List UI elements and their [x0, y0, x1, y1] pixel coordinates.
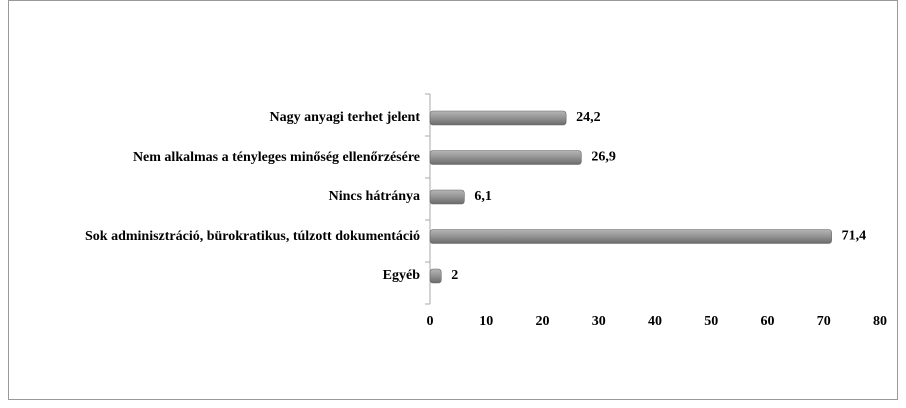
category-text: Nem alkalmas a tényleges minőség ellenőr… [132, 149, 420, 165]
bar [429, 229, 832, 244]
value-label: 6,1 [474, 189, 492, 204]
x-tick-label: 50 [704, 314, 718, 329]
bar [429, 110, 567, 126]
category-label: Nincs hátránya [329, 177, 420, 217]
x-tick-label: 40 [648, 314, 662, 329]
value-label: 71,4 [842, 229, 867, 244]
value-label: 2 [451, 268, 458, 283]
x-tick-label: 60 [761, 314, 775, 329]
category-text: Sok adminisztráció, bürokratikus, túlzot… [85, 228, 420, 244]
category-label: Egyéb [383, 256, 420, 296]
category-label: Sok adminisztráció, bürokratikus, túlzot… [85, 217, 420, 257]
bar [429, 189, 465, 205]
x-tick-label: 70 [817, 314, 831, 329]
x-tick-label: 0 [427, 314, 434, 329]
x-tick-label: 30 [592, 314, 606, 329]
x-tick-label: 10 [479, 314, 493, 329]
bar [429, 150, 582, 165]
x-tick-label: 20 [536, 314, 550, 329]
category-label: Nagy anyagi terhet jelent [270, 98, 420, 138]
category-text: Nincs hátránya [328, 189, 420, 204]
value-label: 24,2 [576, 110, 601, 125]
category-label: Nem alkalmas a tényleges minőség ellenőr… [133, 138, 420, 178]
bar [429, 268, 442, 284]
value-label: 26,9 [591, 150, 616, 165]
category-text: Nagy anyagi terhet jelent [269, 110, 420, 125]
chart-border [8, 0, 898, 400]
category-text: Egyéb [382, 268, 420, 283]
x-tick-label: 80 [873, 314, 887, 329]
